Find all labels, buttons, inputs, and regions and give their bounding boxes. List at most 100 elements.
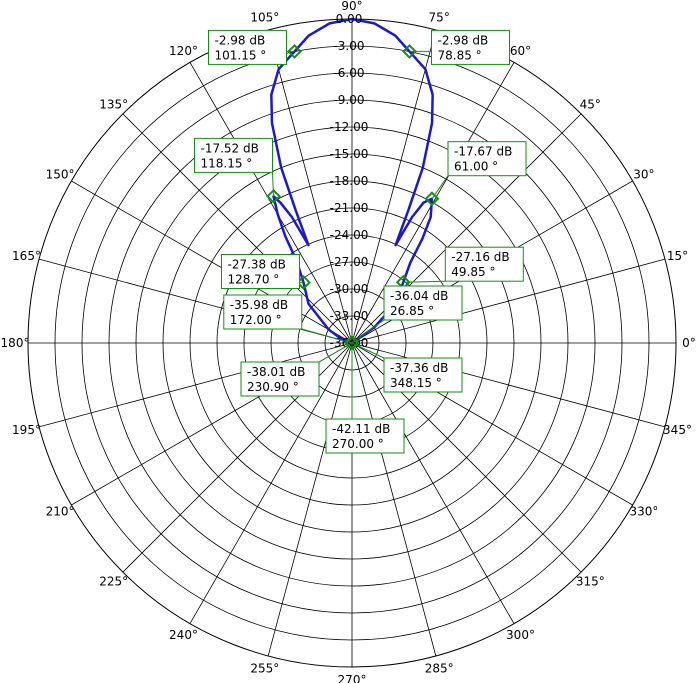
angle-tick-label: 345°: [663, 423, 692, 437]
angle-tick-label: 255°: [250, 662, 279, 676]
grid-spoke: [71, 180, 353, 344]
annotation-value: -35.98 dB: [230, 298, 288, 312]
grid-spoke: [351, 258, 666, 344]
angle-tick-label: 90°: [341, 0, 362, 13]
angle-tick-label: 75°: [429, 11, 450, 25]
annotation-leader: [431, 175, 449, 199]
angle-tick-label: 180°: [1, 336, 30, 350]
grid-spoke: [267, 342, 353, 657]
annotation-value: -2.98 dB: [438, 33, 489, 47]
angle-tick-label: 210°: [46, 505, 75, 519]
annotation-value: -2.98 dB: [215, 33, 266, 47]
annotation-leader: [351, 319, 385, 344]
angle-tick-label: 225°: [99, 574, 128, 588]
annotation-value: -17.67 dB: [454, 145, 512, 159]
annotation-value: -36.04 dB: [390, 289, 448, 303]
annotation-frame: [383, 285, 463, 321]
data-marker: [402, 44, 417, 59]
annotation-angle: 118.15 °: [201, 156, 253, 170]
angle-tick-label: 30°: [633, 168, 654, 182]
angle-tick-label: 315°: [576, 574, 605, 588]
radial-tick-label: -27.00: [330, 255, 369, 269]
grid-spoke: [189, 342, 353, 624]
angle-tick-label: 15°: [667, 249, 688, 263]
annotation-leader: [318, 342, 353, 363]
angle-tick-label: 0°: [682, 336, 696, 350]
annotation-value: -38.01 dB: [247, 365, 305, 379]
radial-tick-label: -9.00: [333, 93, 364, 107]
annotation-leader: [351, 342, 385, 359]
annotation-frame: [431, 29, 510, 65]
annotation-angle: 270.00 °: [332, 437, 384, 451]
angle-tick-label: 270°: [338, 673, 367, 683]
annotation-angle: 172.00 °: [230, 313, 282, 327]
radial-tick-label: 0.00: [336, 12, 363, 26]
angle-tick-label: 195°: [12, 423, 41, 437]
angle-tick-label: 150°: [46, 168, 75, 182]
annotation-leader: [301, 328, 352, 344]
grid-spoke: [122, 113, 353, 344]
radial-tick-label: -15.00: [330, 147, 369, 161]
grid-spoke: [189, 62, 353, 344]
radial-tick-label: -33.00: [330, 309, 369, 323]
data-marker: [424, 191, 440, 207]
annotation-angle: 348.15 °: [390, 376, 442, 390]
annotation-frame: [221, 254, 300, 289]
angle-tick-label: 165°: [12, 249, 41, 263]
annotation-angle: 78.85 °: [438, 48, 482, 62]
data-marker: [287, 44, 302, 59]
annotation-value: -17.52 dB: [201, 141, 259, 155]
angle-tick-label: 285°: [425, 662, 454, 676]
annotation-frame: [223, 294, 303, 330]
annotation-angle: 49.85 °: [451, 265, 495, 279]
angle-tick-label: 45°: [580, 98, 601, 112]
grid-spoke: [351, 342, 437, 657]
annotation-leader: [403, 280, 446, 283]
radial-tick-label: -21.00: [330, 201, 369, 215]
annotation-angle: 230.90 °: [247, 380, 299, 394]
radial-tick-label: -24.00: [330, 228, 369, 242]
grid-spoke: [351, 342, 515, 624]
annotation-angle: 61.00 °: [454, 160, 498, 174]
ring-labels: 0.00 -3.00 -6.00 -9.00 -12.00 -15.00 -18.00 -21…: [330, 12, 369, 350]
annotation-value: -27.38 dB: [228, 258, 286, 272]
grid-spoke: [38, 342, 353, 428]
annotation-frame: [383, 357, 463, 393]
angle-tick-label: 60°: [510, 44, 531, 58]
annotation-frame: [444, 246, 524, 282]
data-marker: [266, 188, 281, 204]
radial-tick-label: -6.00: [333, 66, 364, 80]
annotation-value: -37.36 dB: [390, 361, 448, 375]
annotation-value: -27.16 dB: [451, 250, 509, 264]
annotation-frame: [194, 137, 273, 173]
grid-spoke: [267, 29, 353, 344]
angle-tick-label: 300°: [506, 628, 535, 642]
radial-tick-label: -30.00: [330, 282, 369, 296]
radial-tick-label: -3.00: [333, 39, 364, 53]
annotation-frame: [208, 29, 287, 65]
annotation-value: -42.11 dB: [332, 422, 390, 436]
grid-spoke: [351, 342, 666, 428]
annotation-leader: [272, 172, 274, 197]
annotation-frame: [240, 361, 320, 397]
annotation-angle: 101.15 °: [215, 48, 267, 62]
annotation-angle: 128.70 °: [228, 273, 280, 287]
annotation-frame: [447, 141, 527, 177]
radial-tick-label: -12.00: [330, 120, 369, 134]
angle-tick-label: 120°: [169, 44, 198, 58]
angle-tick-label: 105°: [250, 11, 279, 25]
